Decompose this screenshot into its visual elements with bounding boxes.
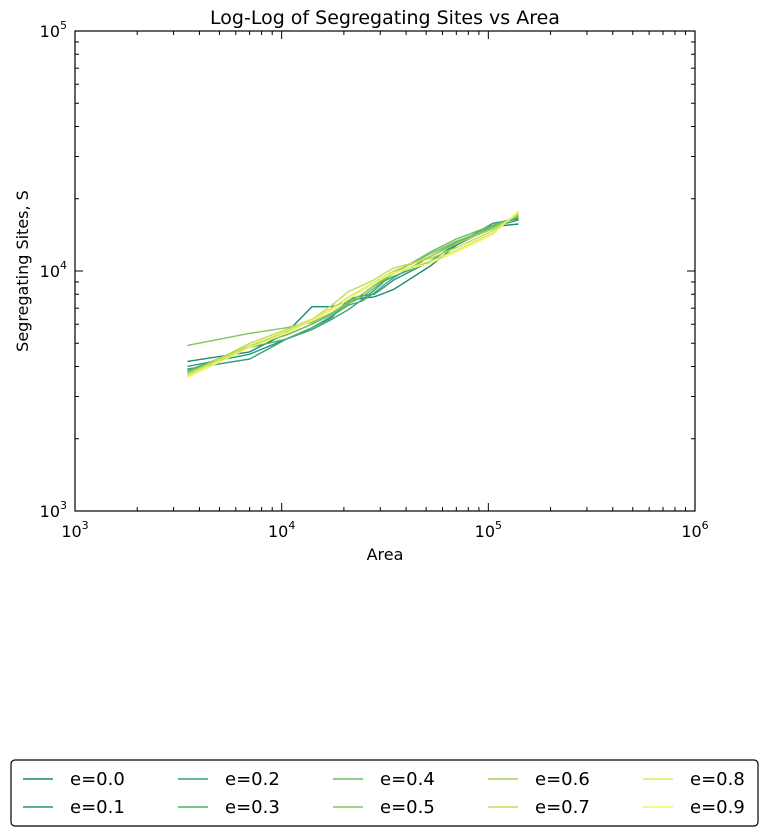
y-tick-label: 103: [40, 499, 67, 521]
legend-label: e=0.0: [70, 769, 125, 790]
legend-label: e=0.1: [70, 797, 125, 818]
y-tick-label: 104: [40, 259, 67, 281]
legend-item: e=0.8: [643, 769, 745, 790]
major-ticks: [74, 30, 696, 512]
legend: e=0.0 e=0.1 e=0.2 e=0.3 e=0.4 e=0.5 e=0.6 e=0.7…: [23, 769, 745, 818]
x-tick-label: 104: [268, 519, 295, 541]
series-line-e-0-4: [187, 215, 519, 373]
y-axis-label: Segregating Sites, S: [13, 190, 32, 352]
legend-item: e=0.7: [488, 797, 590, 818]
series-line-e-0-7: [187, 212, 519, 376]
legend-item: e=0.2: [178, 769, 280, 790]
x-tick-label: 106: [681, 519, 708, 541]
legend-item: e=0.6: [488, 769, 590, 790]
legend-item: e=0.9: [643, 797, 745, 818]
legend-item: e=0.1: [23, 797, 125, 818]
legend-label: e=0.9: [690, 797, 745, 818]
series-lines: [187, 210, 519, 379]
legend-item: e=0.3: [178, 797, 280, 818]
legend-frame: [10, 759, 759, 827]
legend-label: e=0.8: [690, 769, 745, 790]
legend-label: e=0.5: [380, 797, 435, 818]
series-line-e-0-9: [187, 210, 519, 379]
y-tick-label: 105: [40, 19, 67, 41]
series-line-e-0-1: [187, 218, 519, 368]
legend-label: e=0.4: [380, 769, 435, 790]
series-line-e-0-3: [187, 216, 519, 372]
plot-frame: [74, 30, 696, 512]
tick-labels: 103 104 105 106 103 104 105: [40, 19, 709, 541]
legend-label: e=0.3: [225, 797, 280, 818]
x-tick-label: 105: [475, 519, 502, 541]
legend-label: e=0.6: [535, 769, 590, 790]
legend-item: e=0.4: [333, 769, 435, 790]
legend-label: e=0.7: [535, 797, 590, 818]
series-line-e-0-8: [187, 211, 519, 377]
legend-label: e=0.2: [225, 769, 280, 790]
x-tick-label: 103: [61, 519, 88, 541]
legend-item: e=0.5: [333, 797, 435, 818]
series-line-e-0-5: [187, 215, 519, 347]
x-axis-label: Area: [367, 545, 404, 564]
legend-item: e=0.0: [23, 769, 125, 790]
minor-ticks: [75, 31, 695, 511]
chart-title: Log-Log of Segregating Sites vs Area: [210, 7, 560, 29]
